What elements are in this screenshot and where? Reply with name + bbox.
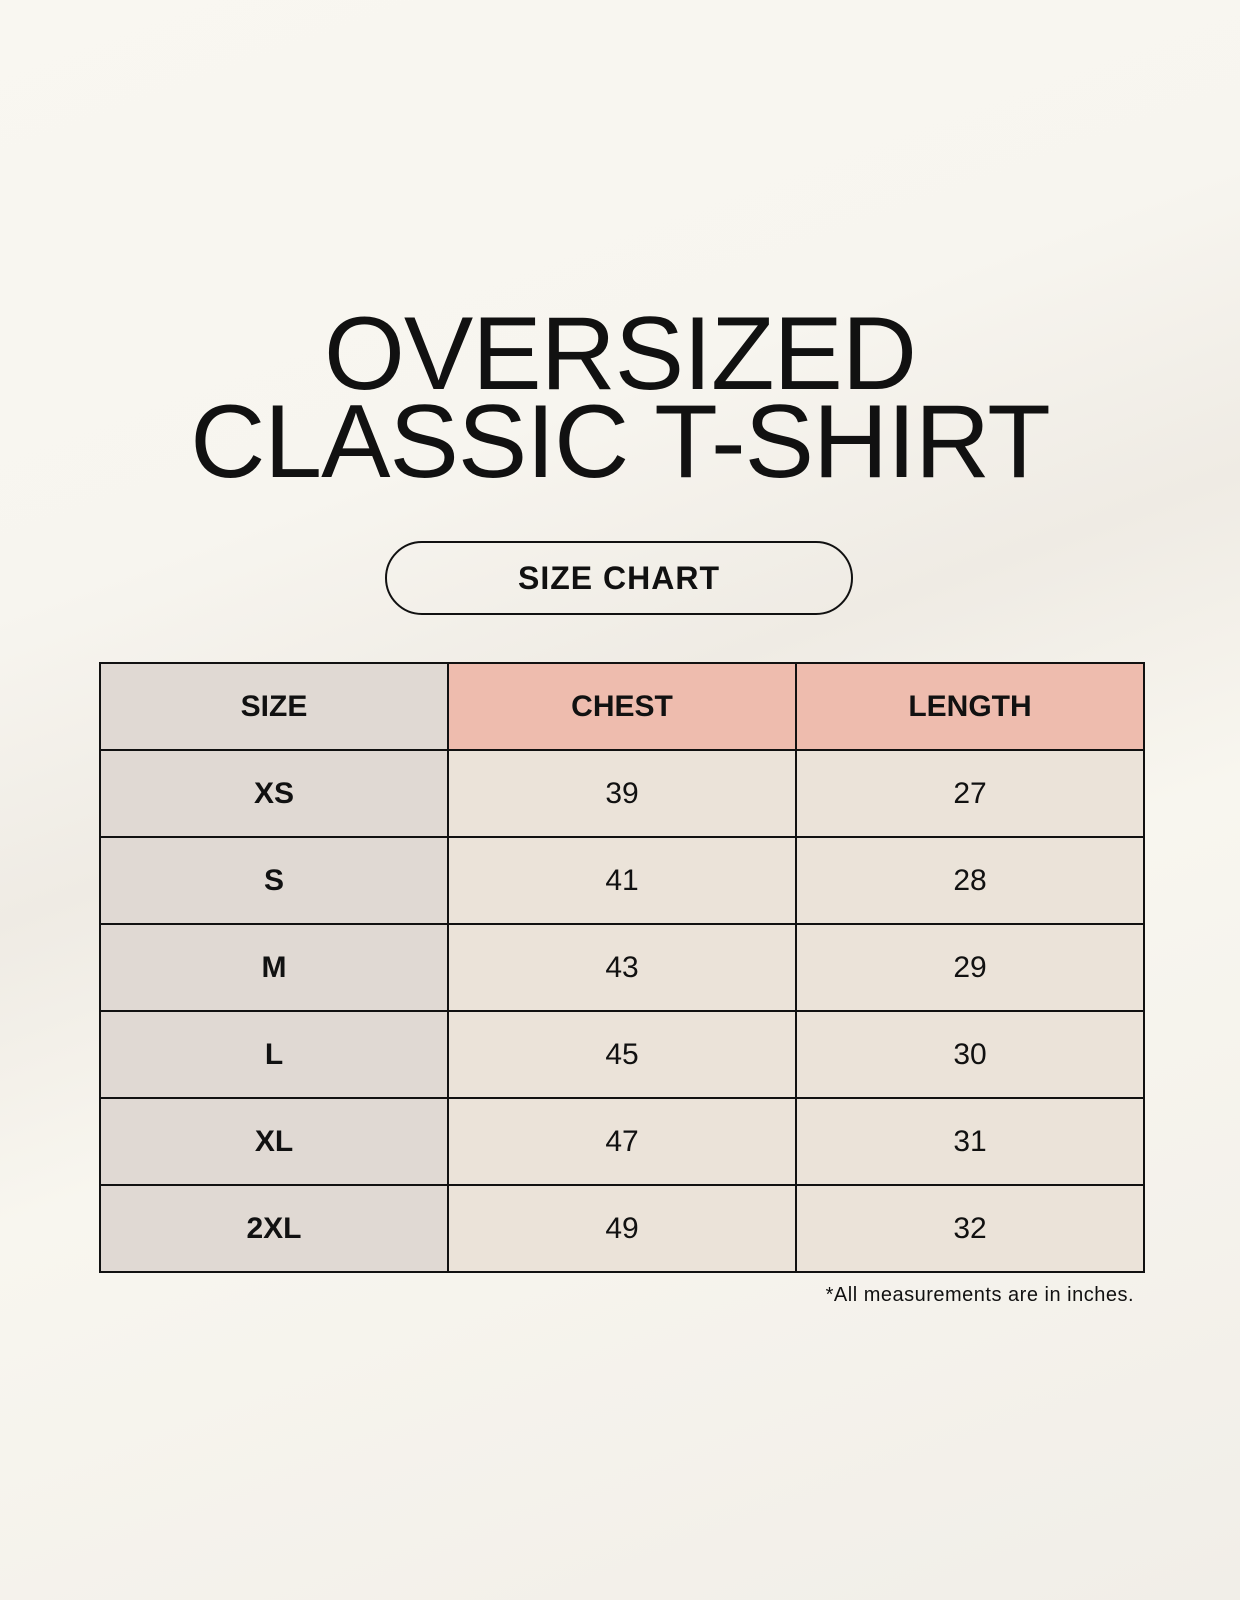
chest-cell: 43 bbox=[447, 923, 797, 1012]
footnote: *All measurements are in inches. bbox=[825, 1284, 1134, 1306]
chest-cell: 45 bbox=[447, 1010, 797, 1099]
length-cell: 28 bbox=[795, 836, 1145, 925]
size-cell: XS bbox=[99, 749, 449, 838]
length-cell: 31 bbox=[795, 1097, 1145, 1186]
chest-cell: 41 bbox=[447, 836, 797, 925]
chest-cell: 49 bbox=[447, 1184, 797, 1273]
size-cell: L bbox=[99, 1010, 449, 1099]
table-row: S 41 28 bbox=[99, 836, 1145, 925]
chest-cell: 39 bbox=[447, 749, 797, 838]
length-cell: 30 bbox=[795, 1010, 1145, 1099]
length-cell: 32 bbox=[795, 1184, 1145, 1273]
size-chart-label: SIZE CHART bbox=[385, 541, 853, 615]
column-header: SIZE bbox=[99, 662, 449, 751]
size-table: SIZE CHEST LENGTH XS 39 27 S 41 28 M 43 29 L 45 30 XL 47… bbox=[99, 662, 1145, 1273]
size-cell: M bbox=[99, 923, 449, 1012]
table-row: M 43 29 bbox=[99, 923, 1145, 1012]
table-row: XS 39 27 bbox=[99, 749, 1145, 838]
title-line-2: CLASSIC T-SHIRT bbox=[190, 384, 1051, 500]
size-cell: S bbox=[99, 836, 449, 925]
chest-cell: 47 bbox=[447, 1097, 797, 1186]
column-header: CHEST bbox=[447, 662, 797, 751]
table-row: L 45 30 bbox=[99, 1010, 1145, 1099]
title-line-1: OVERSIZED bbox=[324, 296, 917, 412]
length-cell: 29 bbox=[795, 923, 1145, 1012]
length-cell: 27 bbox=[795, 749, 1145, 838]
size-cell: XL bbox=[99, 1097, 449, 1186]
header-row: SIZE CHEST LENGTH bbox=[99, 662, 1145, 751]
column-header: LENGTH bbox=[795, 662, 1145, 751]
size-cell: 2XL bbox=[99, 1184, 449, 1273]
table-row: XL 47 31 bbox=[99, 1097, 1145, 1186]
table-row: 2XL 49 32 bbox=[99, 1184, 1145, 1273]
